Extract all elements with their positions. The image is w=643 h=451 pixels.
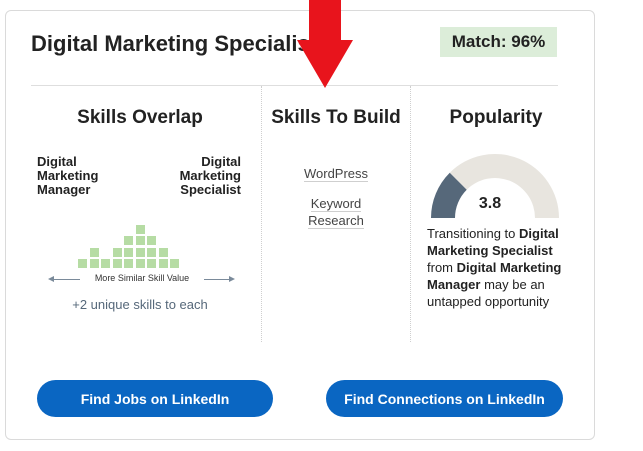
- histogram-square: [135, 236, 145, 245]
- find-connections-button[interactable]: Find Connections on LinkedIn: [326, 380, 563, 417]
- histogram-square: [147, 259, 156, 268]
- popularity-description: Transitioning to Digital Marketing Speci…: [427, 226, 562, 309]
- popularity-gauge: [431, 154, 559, 218]
- histogram-square: [89, 259, 99, 268]
- skill-link-wordpress[interactable]: WordPress: [303, 166, 369, 182]
- histogram-square: [124, 259, 133, 268]
- histogram-square: [124, 247, 133, 257]
- header-divider: [31, 85, 558, 86]
- to-role-label: Digital Marketing Specialist: [179, 154, 241, 197]
- histogram-square: [101, 259, 110, 268]
- popularity-title: Popularity: [449, 107, 543, 128]
- histogram-square: [89, 247, 99, 257]
- column-divider-1: [261, 86, 262, 342]
- career-transition-card: [5, 10, 595, 440]
- histogram-square: [147, 247, 156, 257]
- axis-line-left: [52, 279, 80, 280]
- histogram-square: [170, 259, 179, 268]
- card-title: Digital Marketing Specialist: [31, 31, 318, 56]
- histogram-square: [147, 236, 156, 245]
- histogram-square: [112, 247, 122, 257]
- axis-line-right: [204, 279, 230, 280]
- histogram-square: [158, 247, 168, 257]
- skills-to-build-title: Skills To Build: [271, 107, 401, 128]
- gauge-fill: [431, 172, 467, 218]
- skill-link-keyword-research[interactable]: Keyword Research: [308, 196, 364, 229]
- histogram-square: [135, 259, 145, 268]
- unique-skills-text: +2 unique skills to each: [72, 297, 208, 312]
- histogram-square: [78, 259, 87, 268]
- histogram-square: [135, 247, 145, 257]
- histogram-square: [158, 259, 168, 268]
- column-divider-2: [410, 86, 411, 342]
- arrow-left-icon: [48, 276, 54, 282]
- find-jobs-button[interactable]: Find Jobs on LinkedIn: [37, 380, 273, 417]
- arrow-right-icon: [229, 276, 235, 282]
- popularity-score: 3.8: [478, 195, 502, 212]
- red-arrow-icon: [297, 0, 353, 88]
- match-badge: Match: 96%: [440, 27, 557, 57]
- skills-overlap-title: Skills Overlap: [77, 107, 203, 128]
- similarity-axis-label: More Similar Skill Value: [80, 273, 204, 283]
- histogram-square: [112, 259, 122, 268]
- gauge-track: [449, 154, 559, 218]
- histogram-square: [135, 224, 145, 234]
- histogram-square: [124, 236, 133, 245]
- from-role-label: Digital Marketing Manager: [37, 154, 99, 197]
